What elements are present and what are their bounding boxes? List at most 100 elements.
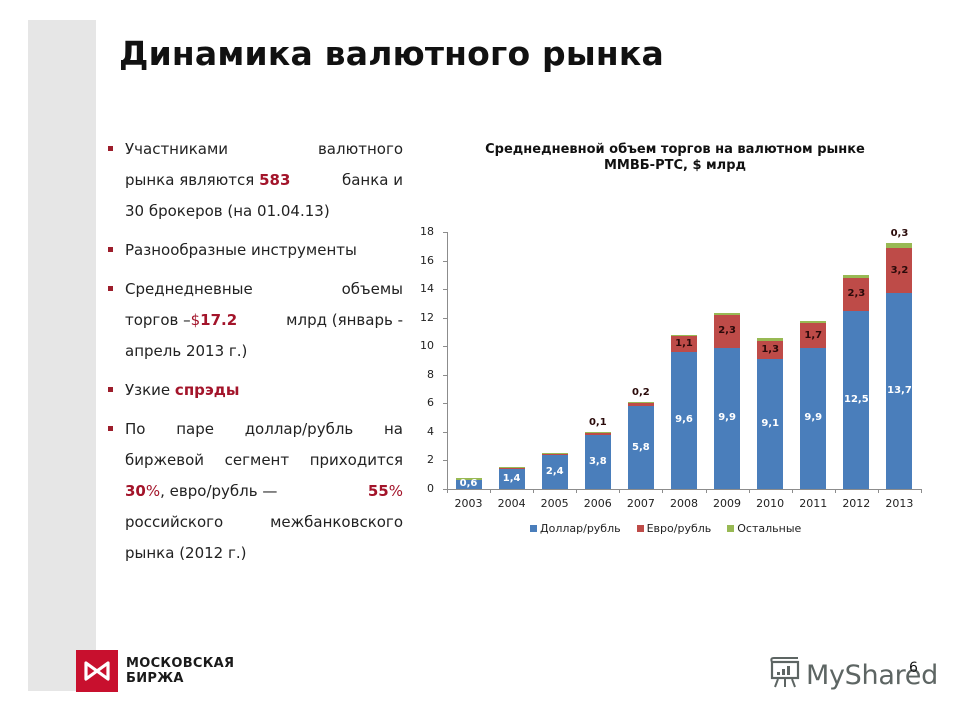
bar-segment-oth — [886, 243, 913, 248]
bar-segment-eur — [757, 340, 784, 360]
y-tick-label: 6 — [427, 396, 434, 410]
page-title: Динамика валютного рынка — [119, 34, 664, 73]
page-number: 6 — [909, 660, 918, 676]
y-tick-label: 16 — [420, 253, 434, 267]
chart-legend: Доллар/рубль Евро/рубль Остальные — [530, 522, 801, 535]
text: , евро/рубль — — [160, 482, 278, 500]
y-tick-mark — [443, 374, 447, 376]
stacked-bar-chart: 0 2 4 6 8 10 12 14 16 18 2003 0,6 2004 1,4 2005 2,4 2006… — [400, 220, 940, 550]
bar-segment-oth — [584, 431, 611, 434]
data-label-usd: 9,9 — [804, 412, 823, 424]
text: МОСКОВСКАЯ — [126, 656, 235, 671]
data-label-eur: 0,2 — [632, 387, 650, 399]
bar-segment-oth — [671, 334, 697, 337]
bar-2008 — [671, 220, 697, 489]
bar-segment-usd — [541, 454, 568, 489]
x-tick-mark — [662, 489, 664, 493]
text: % — [145, 482, 161, 500]
bar-segment-usd — [584, 434, 611, 489]
chart-title: Среднедневной объем торгов на валютном р… — [430, 142, 920, 174]
title-bold: Динамика — [119, 34, 313, 73]
bar-segment-usd — [671, 351, 697, 489]
bar-segment-oth — [627, 401, 654, 404]
text: валютного — [317, 140, 403, 158]
text: рынка (2012 г.) — [125, 544, 247, 562]
y-tick-mark — [443, 403, 447, 405]
x-tick-label: 2008 — [669, 497, 698, 510]
text: банка и — [341, 171, 403, 189]
bar-segment-usd — [627, 406, 654, 489]
bullet-volumes: Среднедневные объемы торгов –$17.2 млрд (… — [103, 274, 403, 367]
y-tick-label: 2 — [427, 453, 434, 467]
bar-segment-eur — [800, 323, 827, 348]
legend-swatch-icon — [530, 525, 537, 532]
y-tick-label: 8 — [427, 367, 434, 381]
bar-segment-eur — [584, 433, 611, 435]
text: рынка являются — [125, 171, 260, 189]
presentation-board-icon — [768, 656, 802, 694]
side-strip — [28, 20, 96, 691]
banks-count: 583 — [259, 171, 291, 189]
bullet-spreads: Узкие спрэды — [103, 375, 403, 406]
legend-label: Евро/рубль — [646, 522, 712, 535]
text: 55 — [367, 482, 389, 500]
x-tick-label: 2004 — [497, 497, 526, 510]
text: спрэды — [174, 381, 240, 399]
y-tick-mark — [443, 489, 447, 490]
text: объемы — [341, 280, 403, 298]
bar-2007 — [627, 220, 654, 489]
text: Разнообразные инструменты — [125, 241, 357, 259]
data-label-usd: 9,1 — [761, 418, 780, 430]
bar-segment-usd — [800, 347, 827, 489]
bullet-square-icon — [108, 146, 113, 151]
bar-segment-oth — [541, 452, 568, 455]
text: % — [388, 482, 403, 500]
data-label-usd: 13,7 — [887, 385, 912, 397]
x-tick-label: 2011 — [799, 497, 828, 510]
data-label-eur: 3,2 — [890, 264, 909, 276]
text: Среднедневные — [125, 280, 253, 298]
bar-segment-oth — [714, 313, 741, 315]
data-label-usd: 1,4 — [502, 473, 521, 484]
data-label-usd: 0,6 — [459, 478, 478, 489]
x-tick-mark — [748, 489, 750, 493]
data-label-eur: 0,1 — [588, 417, 607, 429]
y-tick-mark — [443, 317, 447, 319]
x-tick-mark — [877, 489, 879, 493]
x-tick-mark — [533, 489, 535, 493]
bullet-square-icon — [108, 387, 113, 392]
x-tick-mark — [490, 489, 492, 493]
y-tick-mark — [443, 289, 447, 291]
y-tick-label: 18 — [420, 225, 434, 238]
x-tick-label: 2005 — [540, 497, 569, 510]
bar-2013 — [886, 220, 913, 489]
bar-segment-eur — [671, 336, 697, 352]
y-tick-label: 14 — [420, 282, 434, 296]
data-label-eur: 1,7 — [804, 329, 823, 341]
text: Среднедневной объем торгов на валютном р… — [485, 142, 865, 157]
bar-segment-usd — [843, 310, 870, 489]
bar-2003 — [455, 220, 482, 489]
bar-2012 — [843, 220, 870, 489]
moex-logo-icon — [76, 650, 118, 692]
bar-segment-oth — [455, 478, 482, 480]
text: По паре доллар/рубль на — [125, 420, 403, 438]
bar-segment-usd — [757, 359, 784, 489]
text: апрель 2013 г.) — [125, 342, 248, 360]
bar-segment-usd — [714, 347, 741, 489]
bullet-market-share: По паре доллар/рубль на биржевой сегмент… — [103, 414, 403, 569]
bar-segment-oth — [757, 338, 784, 341]
data-label-usd: 3,8 — [588, 455, 607, 467]
y-tick-mark — [443, 346, 447, 348]
moex-logo-text: МОСКОВСКАЯ БИРЖА — [126, 656, 234, 686]
text: Участниками — [125, 140, 229, 158]
x-tick-mark — [447, 489, 448, 493]
x-tick-label: 2006 — [583, 497, 612, 510]
text: 30 — [125, 482, 146, 500]
x-tick-mark — [619, 489, 621, 493]
y-axis — [447, 232, 448, 489]
legend-label: Доллар/рубль — [540, 522, 621, 535]
x-axis — [447, 489, 921, 490]
bar-segment-usd — [455, 480, 482, 489]
x-tick-mark — [834, 489, 836, 493]
